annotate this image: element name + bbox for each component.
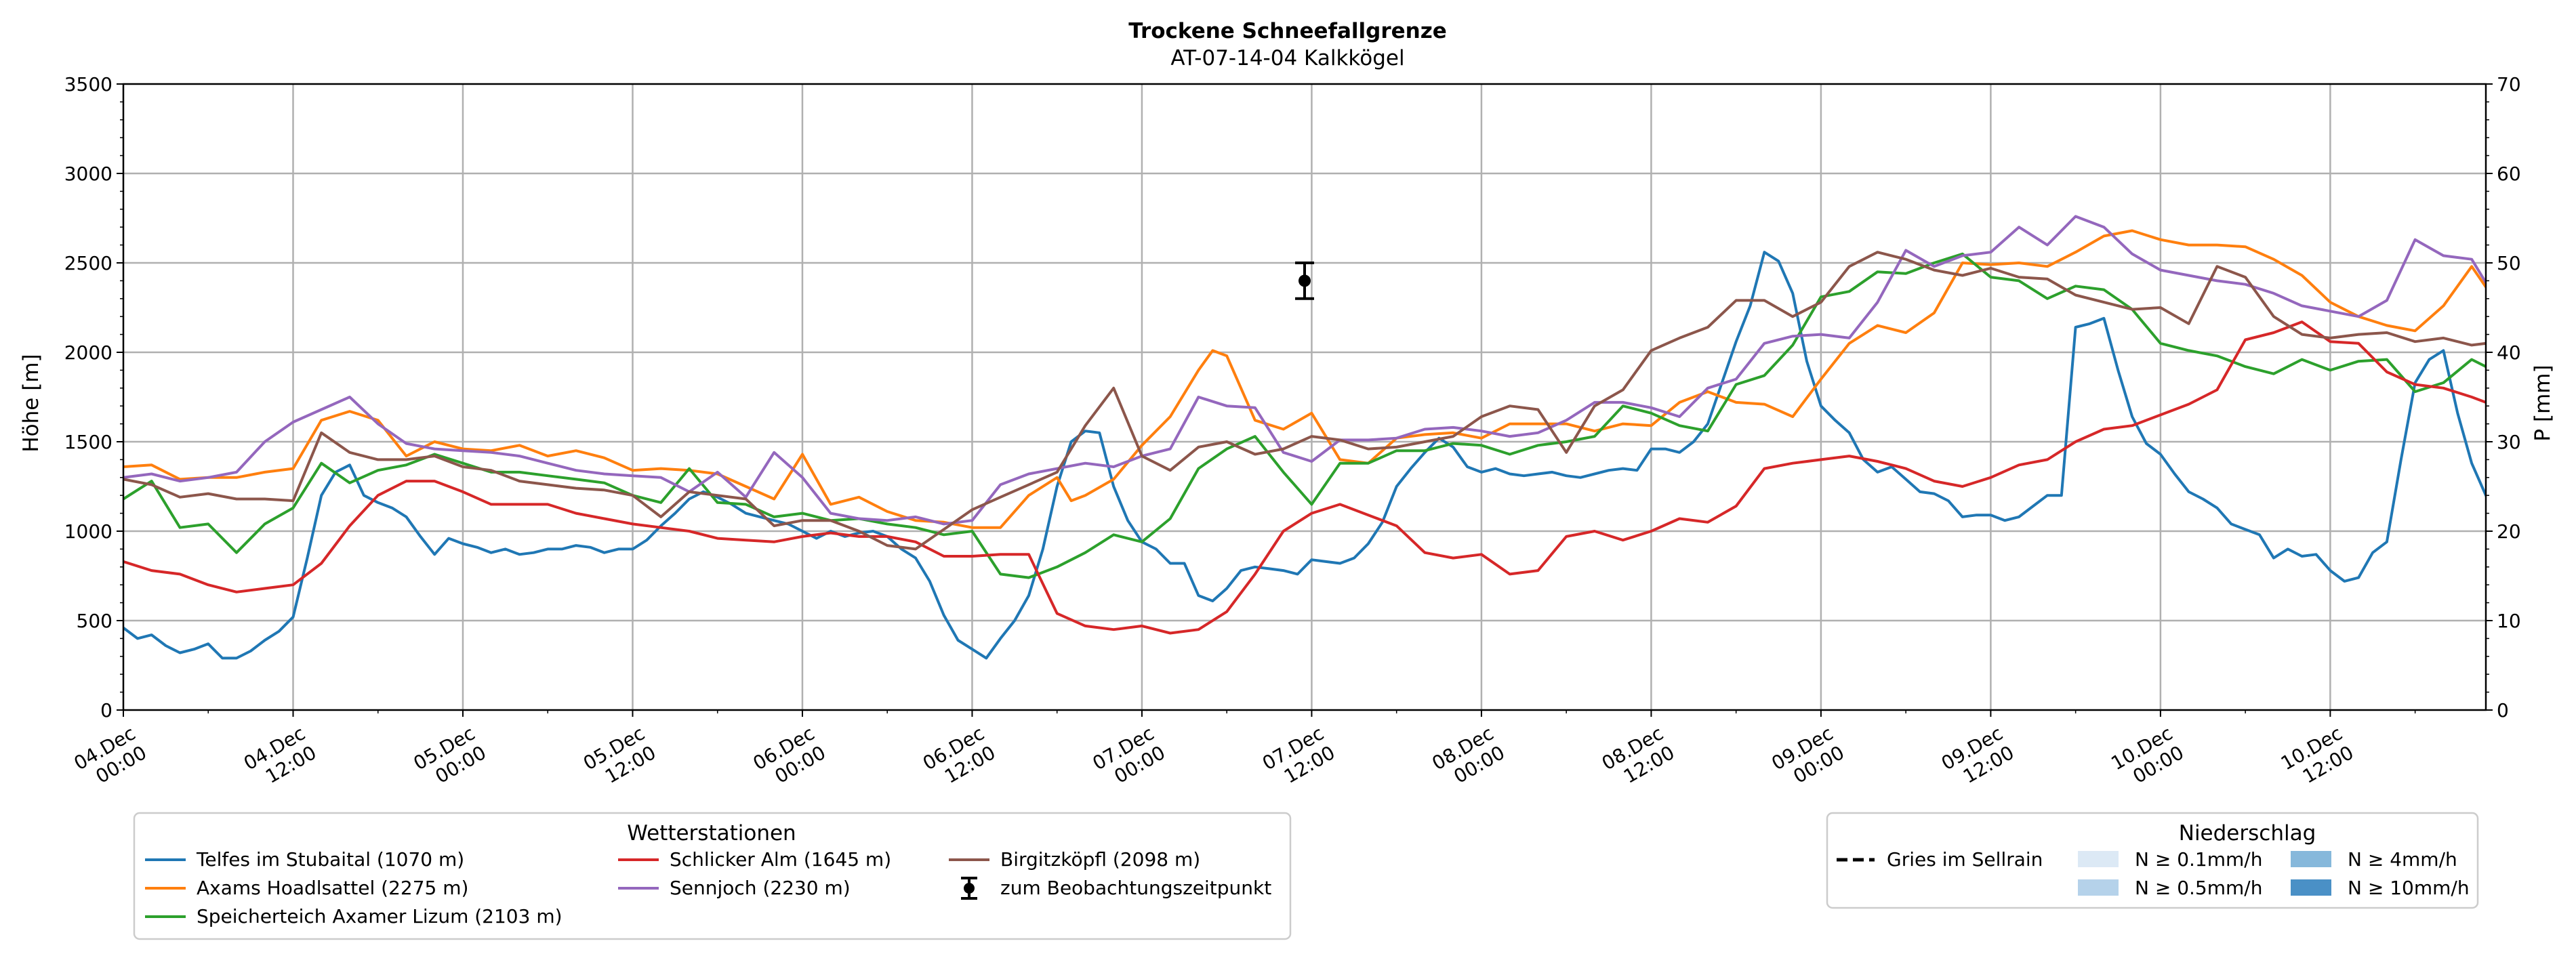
legend-label: N ≥ 0.1mm/h: [2135, 848, 2262, 871]
ytick-label-left: 2000: [64, 341, 113, 364]
ticks: 0 0 500 10 1000 20 1500 30 2000 40 2500 50 3000 60 350…: [64, 73, 2521, 788]
axes: [122, 83, 2487, 711]
legend-label: N ≥ 0.5mm/h: [2135, 877, 2262, 899]
plot-frame: [122, 83, 2487, 711]
ytick-label-right: 10: [2497, 610, 2521, 632]
series-lines: [123, 215, 2486, 660]
ytick-label-right: 50: [2497, 252, 2521, 274]
series-line-6: [123, 251, 2486, 551]
legend-stations-title: Wetterstationen: [627, 821, 796, 846]
legend-label: Gries im Sellrain: [1887, 848, 2043, 871]
ytick-label-left: 500: [77, 610, 113, 632]
series-line-5: [123, 215, 2486, 526]
legend-label: N ≥ 4mm/h: [2348, 848, 2457, 871]
legend-label: Speicherteich Axamer Lizum (2103 m): [197, 905, 563, 928]
legend-stations: Wetterstationen Telfes im Stubaital (1070…: [133, 812, 1292, 940]
legend-label: Telfes im Stubaital (1070 m): [196, 848, 464, 871]
legend-label: Sennjoch (2230 m): [670, 877, 851, 899]
series-line-4: [123, 320, 2486, 635]
legend-patch-swatch: [2078, 879, 2119, 896]
legend-errorbar-dot: [964, 883, 975, 894]
legend-label: Schlicker Alm (1645 m): [670, 848, 891, 871]
ytick-label-right: 0: [2497, 699, 2509, 722]
legend-patch-swatch: [2078, 851, 2119, 867]
ytick-label-left: 1500: [64, 431, 113, 453]
ytick-label-right: 70: [2497, 73, 2521, 96]
legend-label: Axams Hoadlsattel (2275 m): [197, 877, 468, 899]
y-axis-label-right: P [mm]: [2531, 365, 2555, 441]
observation-point: [1299, 274, 1311, 287]
ytick-label-left: 0: [100, 699, 113, 722]
legend-precip-title: Niederschlag: [2179, 821, 2316, 846]
legend-label: N ≥ 10mm/h: [2348, 877, 2470, 899]
chart-subtitle: AT-07-14-04 Kalkkögel: [1170, 46, 1404, 70]
series-line-2: [123, 229, 2486, 529]
ytick-label-left: 3500: [64, 73, 113, 96]
legend-label: zum Beobachtungszeitpunkt: [1000, 877, 1271, 899]
legend-label: Birgitzköpfl (2098 m): [1000, 848, 1200, 871]
legend-stations-box: [133, 812, 1292, 940]
legend-precipitation: Niederschlag Gries im Sellrain N ≥ 0.1mm/h…: [1826, 812, 2479, 909]
ytick-label-right: 40: [2497, 341, 2521, 364]
ytick-label-left: 3000: [64, 163, 113, 185]
ytick-label-left: 1000: [64, 520, 113, 543]
chart-title: Trockene Schneefallgrenze: [1128, 19, 1447, 43]
ytick-label-right: 60: [2497, 163, 2521, 185]
legend-patch-swatch: [2291, 879, 2331, 896]
ytick-label-right: 30: [2497, 431, 2521, 453]
series-line-1: [123, 251, 2486, 660]
ytick-label-right: 20: [2497, 520, 2521, 543]
observation-errorbar: [1295, 262, 1314, 300]
y-axis-label-left: Höhe [m]: [19, 354, 43, 452]
ytick-label-left: 2500: [64, 252, 113, 274]
grid: [123, 84, 2486, 710]
legend-patch-swatch: [2291, 851, 2331, 867]
series-line-3: [123, 252, 2486, 579]
